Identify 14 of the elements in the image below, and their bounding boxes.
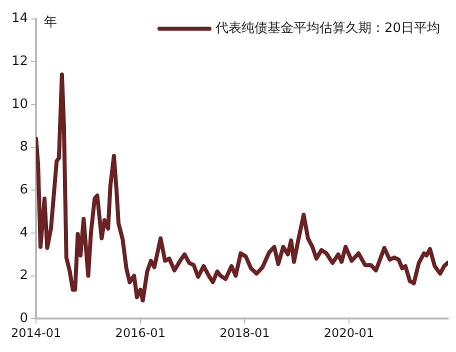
- y-tick-label: 0: [20, 310, 28, 326]
- y-tick-label: 8: [20, 140, 28, 155]
- legend-label: 代表纯债基金平均估算久期：20日平均: [214, 21, 440, 36]
- y-tick-label: 6: [20, 182, 28, 198]
- y-tick-label: 14: [12, 11, 28, 26]
- x-tick-label: 2018-01: [220, 326, 270, 340]
- y-tick-label: 10: [12, 96, 28, 112]
- y-tick-label: 4: [20, 225, 28, 240]
- y-tick-label: 2: [20, 268, 28, 284]
- x-tick-label: 2020-01: [324, 326, 374, 340]
- x-tick-label: 2014-01: [11, 326, 62, 340]
- x-tick-label: 2016-01: [115, 326, 166, 340]
- y-tick-label: 12: [12, 54, 28, 70]
- y-axis-title: 年: [44, 15, 58, 30]
